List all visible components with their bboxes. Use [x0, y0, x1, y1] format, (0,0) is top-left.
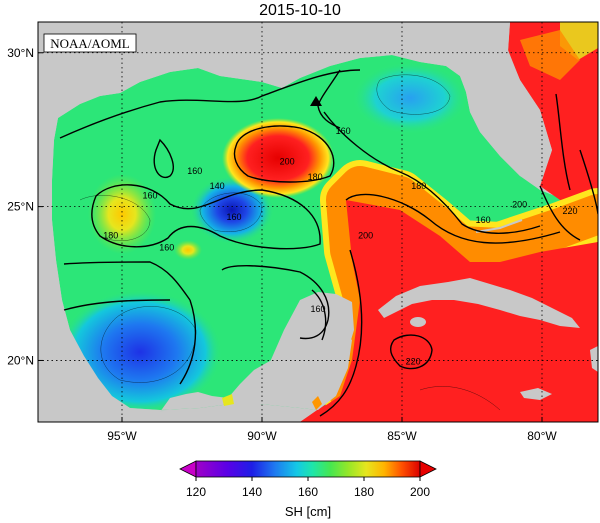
atlantic-ocean	[508, 22, 598, 210]
contour-label: 160	[476, 215, 491, 225]
contour-label: 160	[159, 243, 174, 253]
high-sea-height-small	[174, 240, 202, 260]
colorbar-tick-label: 120	[186, 485, 206, 499]
contour-label: 200	[280, 157, 295, 167]
contour-label: 200	[358, 230, 373, 240]
contour-label: 160	[187, 166, 202, 176]
credit-label: NOAA/AOML	[50, 36, 130, 51]
lon-tick-label: 90°W	[247, 429, 277, 443]
minor-contours	[79, 74, 501, 411]
contour-label: 220	[406, 357, 421, 367]
warm-eddy	[222, 118, 334, 198]
florida-keys	[475, 219, 523, 233]
credit-box	[43, 33, 137, 53]
lon-tick-label: 80°W	[527, 429, 557, 443]
contour-label: 160	[226, 212, 241, 222]
colorbar-tick-label: 140	[242, 485, 262, 499]
contour-label: 160	[142, 190, 157, 200]
longitude-ticks: 95°W 90°W 85°W 80°W	[107, 417, 557, 443]
map-frame	[37, 21, 599, 423]
observation-marker	[310, 96, 322, 106]
colorbar-over-arrow	[419, 460, 437, 478]
colorbar: 120 140 160 180 200 SH [cm]	[179, 460, 437, 519]
contour-label: 200	[512, 200, 527, 210]
yucatan-peninsula	[270, 292, 354, 404]
contour-label: 160	[310, 304, 325, 314]
low-sea-height-north	[352, 62, 468, 134]
contour-label: 180	[103, 230, 118, 240]
colorbar-ticks: 120 140 160 180 200	[186, 477, 430, 499]
jamaica-land	[520, 388, 552, 400]
contour-label: 180	[411, 181, 426, 191]
contour-label: 180	[308, 172, 323, 182]
lon-tick-label: 95°W	[107, 429, 137, 443]
contour-label: 140	[210, 181, 225, 191]
contour-lines	[59, 69, 598, 417]
contour-label: 160	[336, 126, 351, 136]
cuba-land	[378, 278, 580, 328]
colorbar-tick-label: 200	[410, 485, 430, 499]
contour-label: 220	[562, 206, 577, 216]
map-title: 2015-10-10	[259, 2, 341, 19]
loop-current-core	[300, 200, 598, 422]
colorbar-tick-label: 160	[298, 485, 318, 499]
hispaniola-land	[590, 346, 598, 372]
colorbar-label: SH [cm]	[285, 504, 331, 519]
lat-tick-label: 25°N	[7, 200, 34, 214]
latitude-ticks: 30°N 25°N 20°N	[7, 46, 43, 367]
graticule	[38, 22, 598, 422]
lon-tick-label: 85°W	[387, 429, 417, 443]
high-sea-height-west	[88, 174, 156, 254]
colorbar-tick-label: 180	[354, 485, 374, 499]
lat-tick-label: 20°N	[7, 353, 34, 367]
colorbar-gradient	[195, 460, 421, 478]
lat-tick-label: 30°N	[7, 46, 34, 60]
map-content: 160 180 160 160 140 160 160 200 180 180 160 200 160 2…	[38, 22, 598, 422]
colorbar-under-arrow	[179, 460, 197, 478]
contour-labels: 160 180 160 160 140 160 160 200 180 180 160 200 160 2…	[103, 126, 577, 367]
